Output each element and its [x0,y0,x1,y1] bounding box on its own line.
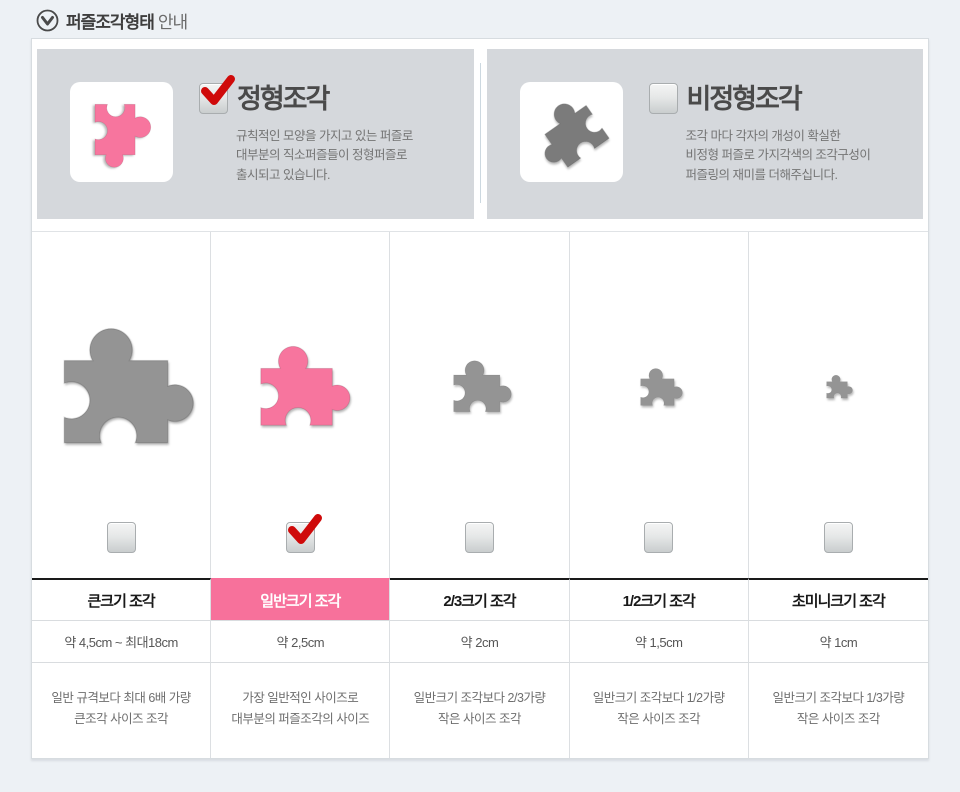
chevron-down-circle-icon[interactable] [36,9,59,32]
panel-title-row: 비정형조각 [648,83,871,115]
piece-image-cell [390,232,570,522]
piece-checkbox-cell [390,522,570,578]
checkbox-unchecked[interactable] [464,522,494,553]
panel-description: 규칙적인 모양을 가지고 있는 퍼즐로 대부분의 직소퍼즐들이 정형퍼즐로 출시되고… [236,129,413,182]
check-icon [201,75,235,105]
panel-divider [474,49,487,219]
checkbox-checked[interactable] [199,75,235,114]
piece-checkbox-cell [570,522,749,578]
piece-size-cell: 약 4,5cm ~ 최대18cm [32,620,212,662]
panel-description: 조각 마다 각자의 개성이 확실한 비정형 퍼즐로 가지각색의 조각구성이 퍼즐링의… [685,129,871,182]
piece-size-cell: 약 1cm [748,620,928,662]
checkbox-unchecked[interactable] [823,522,853,553]
piece-size-cell: 약 2cm [390,620,570,662]
puzzle-piece-icon [640,367,683,406]
piece-checkbox-cell [211,514,391,578]
checkbox-unchecked[interactable] [644,522,674,553]
piece-name-cell: 큰크기 조각 [32,578,212,620]
piece-checkbox-cell [749,522,928,578]
panel-title-row: 정형조각 [199,75,413,115]
check-icon [287,514,322,544]
page-title: 퍼즐조각형태 안내 [66,8,188,33]
piece-description-cell: 일반크기 조각보다 1/3가량 작은 사이즈 조각 [748,662,928,758]
puzzle-piece-icon [826,375,854,399]
piece-description-cell: 일반크기 조각보다 2/3가량 작은 사이즈 조각 [390,662,570,758]
piece-image-cell [749,232,928,522]
panel-title: 비정형조각 [686,84,803,114]
puzzle-piece-icon [453,360,513,412]
piece-size-cell: 약 2,5cm [211,620,391,662]
piece-name-cell: 2/3크기 조각 [390,578,570,620]
checkbox-unchecked[interactable] [648,83,678,114]
puzzle-piece-icon [260,345,351,426]
piece-description-cell: 일반크기 조각보다 1/2가량 작은 사이즈 조각 [569,662,749,758]
panel-title: 정형조각 [237,84,330,114]
page-header: 퍼즐조각형태 안내 [0,0,960,38]
page-title-strong: 퍼즐조각형태 [66,12,155,32]
piece-name-cell: 일반크기 조각 [211,578,391,620]
piece-checkbox-cell [32,522,212,578]
piece-image-cell [32,232,212,522]
irregular-piece-image [519,82,623,182]
puzzle-piece-icon [63,327,195,444]
piece-image-cell [211,232,391,522]
piece-name-cell: 초미니크기 조각 [748,578,928,620]
piece-size-cell: 약 1,5cm [569,620,749,662]
piece-image-cell [570,232,749,522]
page-title-light: 안내 [157,12,188,32]
checkbox-unchecked[interactable] [106,522,136,553]
puzzle-piece-icon [94,103,151,168]
piece-name-cell: 1/2크기 조각 [569,578,749,620]
piece-description-cell: 일반 규격보다 최대 6배 가량 큰조각 사이즈 조각 [32,662,212,758]
piece-description-cell: 가장 일반적인 사이즈로 대부분의 퍼즐조각의 사이즈 [211,662,391,758]
puzzle-piece-icon [544,103,610,168]
regular-piece-image [70,82,173,182]
checkbox-checked[interactable] [285,514,322,553]
